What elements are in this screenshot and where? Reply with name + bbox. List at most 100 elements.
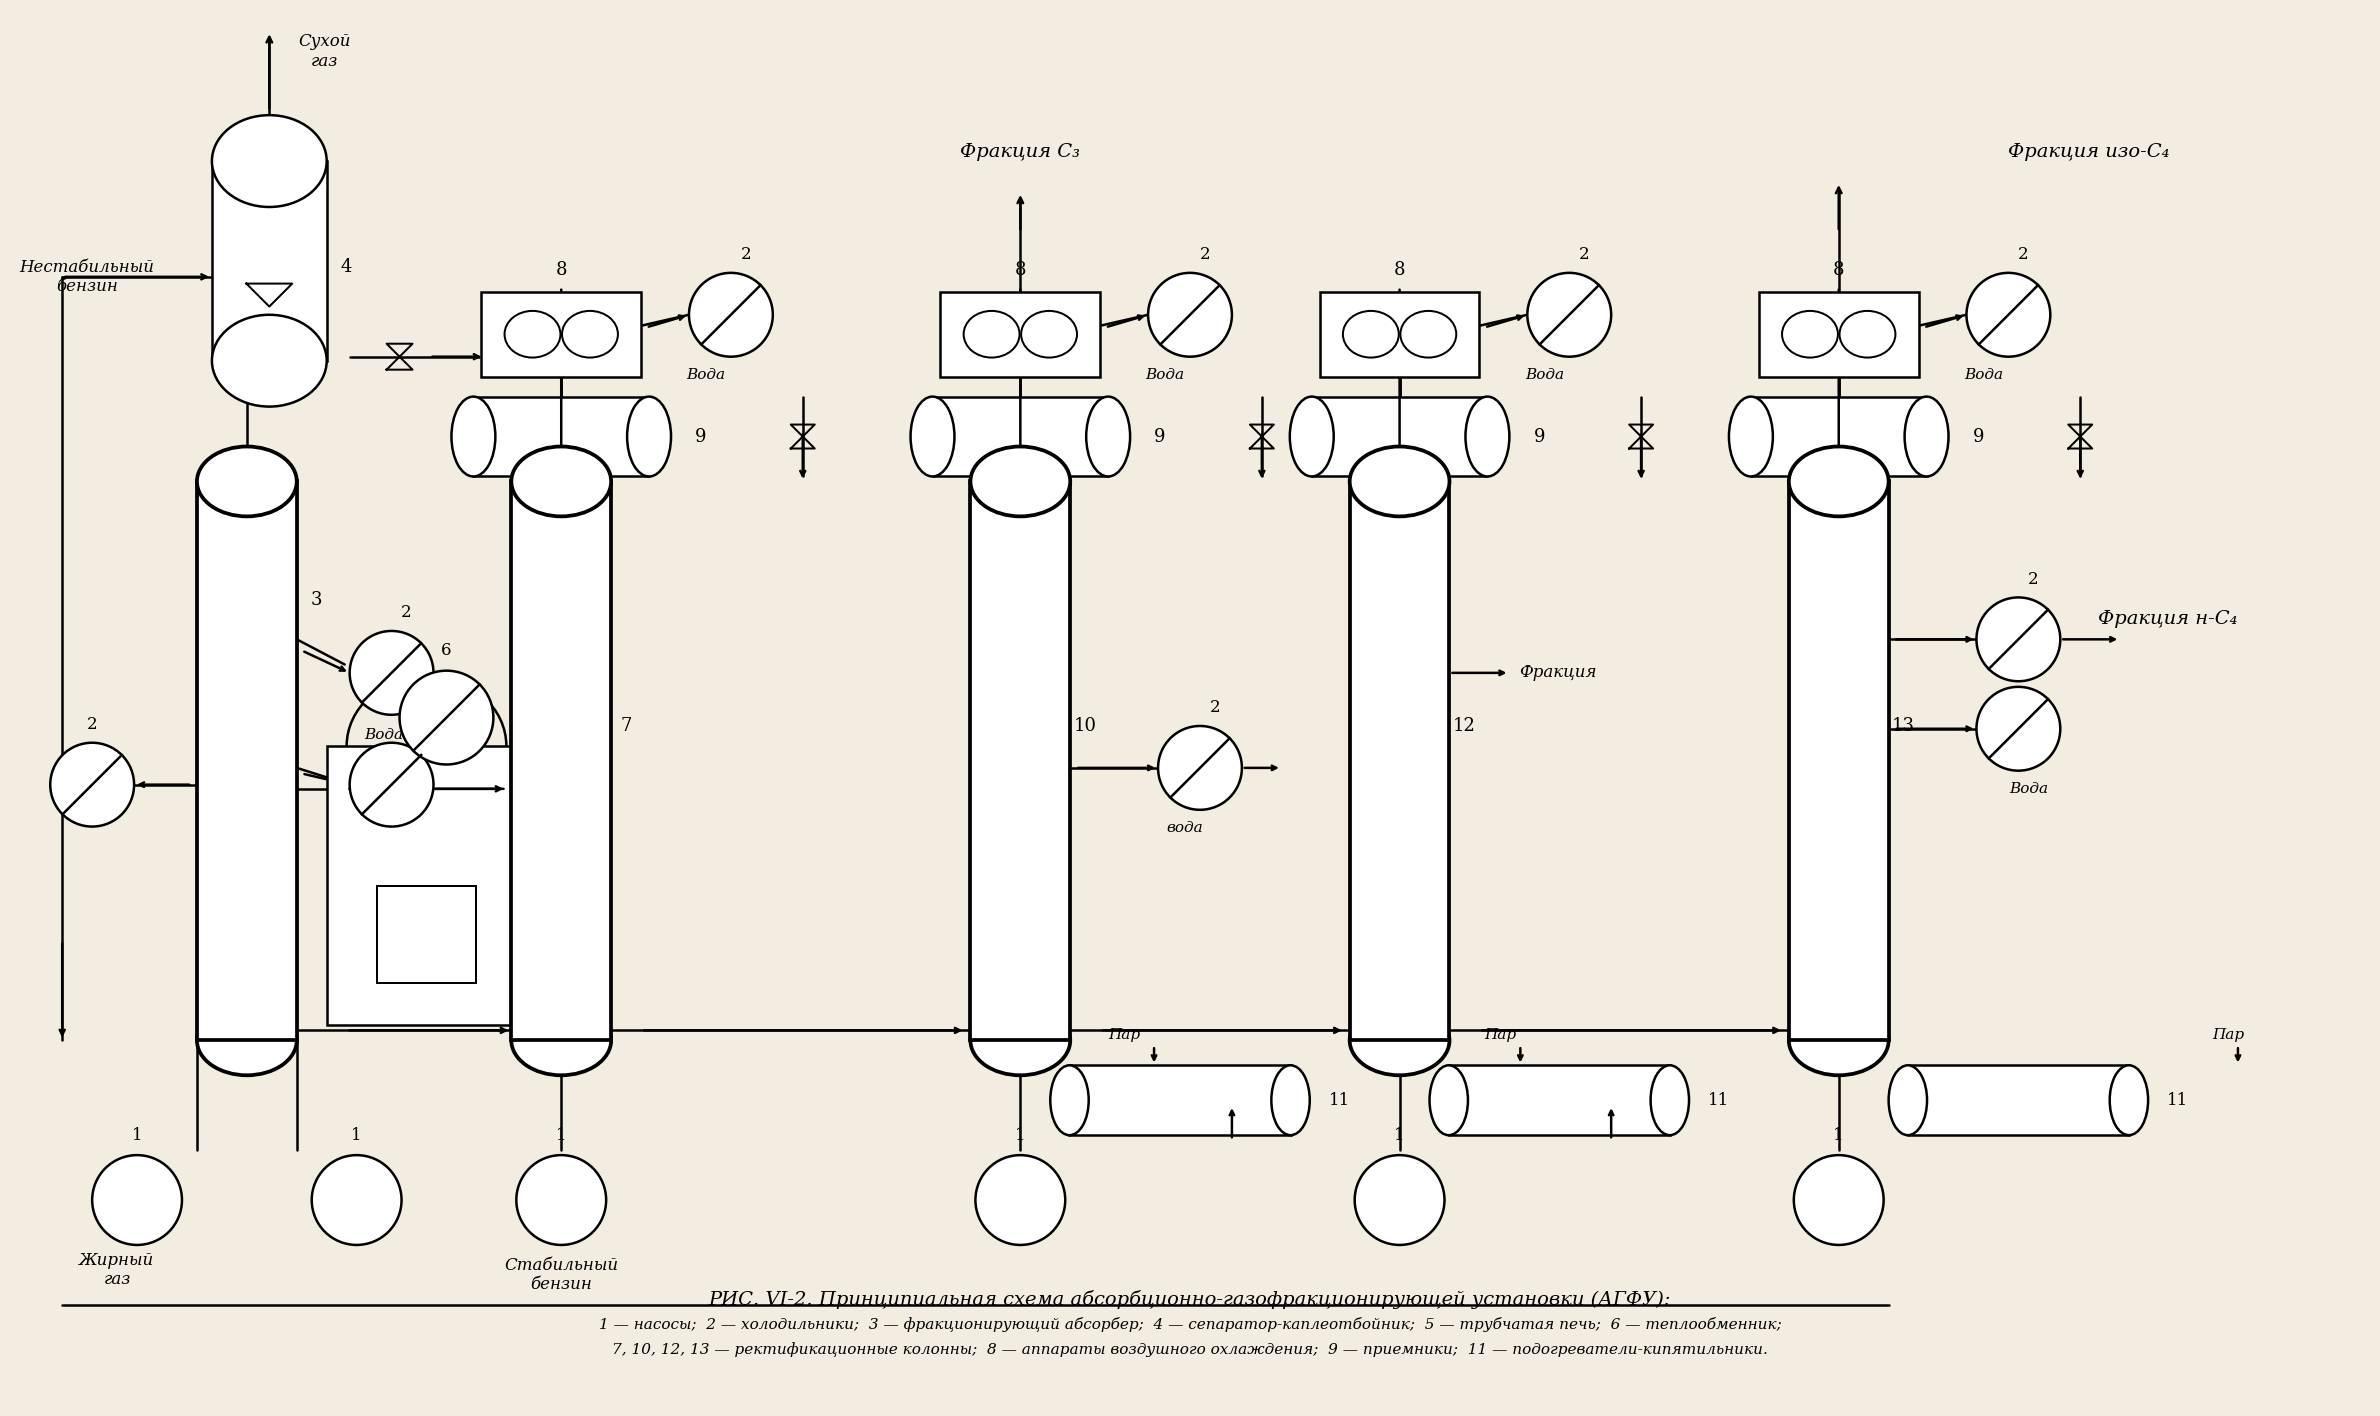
Text: 2: 2 xyxy=(402,605,412,622)
Bar xyxy=(512,481,612,1041)
Ellipse shape xyxy=(1466,396,1509,476)
Text: 11: 11 xyxy=(1709,1092,1730,1109)
Text: 3: 3 xyxy=(312,592,321,609)
Text: 1: 1 xyxy=(352,1127,362,1144)
Text: Фракция изо-C₄: Фракция изо-C₄ xyxy=(2009,143,2171,161)
Circle shape xyxy=(516,1155,607,1245)
Bar xyxy=(933,396,1109,476)
Text: вода: вода xyxy=(1166,821,1204,835)
Text: 8: 8 xyxy=(555,261,566,279)
Bar xyxy=(212,161,326,361)
Text: Фракция: Фракция xyxy=(1518,664,1597,681)
Text: Вода: Вода xyxy=(1526,368,1564,382)
Text: Вода: Вода xyxy=(1145,368,1185,382)
Text: Жирный
газ: Жирный газ xyxy=(79,1252,155,1289)
Circle shape xyxy=(1975,687,2061,770)
Bar xyxy=(940,292,1100,377)
Circle shape xyxy=(1528,273,1611,357)
Circle shape xyxy=(1147,273,1233,357)
Text: 11: 11 xyxy=(1328,1092,1349,1109)
Text: Стабильный
бензин: Стабильный бензин xyxy=(505,1256,619,1293)
Text: 10: 10 xyxy=(1073,716,1097,735)
Circle shape xyxy=(1354,1155,1445,1245)
Text: Конденсат: Конденсат xyxy=(500,333,600,350)
Ellipse shape xyxy=(1290,396,1333,476)
Ellipse shape xyxy=(512,1005,612,1075)
Ellipse shape xyxy=(452,396,495,476)
Bar xyxy=(326,746,526,1025)
Ellipse shape xyxy=(971,1005,1071,1075)
Ellipse shape xyxy=(1085,396,1130,476)
Bar xyxy=(1752,396,1925,476)
Text: Вода: Вода xyxy=(2009,782,2047,796)
Text: 13: 13 xyxy=(1892,716,1916,735)
Bar xyxy=(1909,1065,2128,1136)
Text: РИС. VI-2. Принципиальная схема абсорбционно-газофракционирующей установки (АГФУ: РИС. VI-2. Принципиальная схема абсорбци… xyxy=(709,1290,1671,1310)
Text: Пар: Пар xyxy=(1485,1028,1516,1042)
Bar xyxy=(1311,396,1488,476)
Text: 1: 1 xyxy=(1395,1127,1404,1144)
Ellipse shape xyxy=(1790,1005,1890,1075)
Text: 1: 1 xyxy=(557,1127,566,1144)
Text: 8: 8 xyxy=(1014,261,1026,279)
Circle shape xyxy=(350,632,433,715)
Text: 2: 2 xyxy=(1200,246,1211,263)
Bar xyxy=(1321,292,1480,377)
Text: Пар: Пар xyxy=(1109,1028,1140,1042)
Text: 9: 9 xyxy=(695,428,707,446)
Text: 7, 10, 12, 13 — ректификационные колонны;  8 — аппараты воздушного охлаждения;  : 7, 10, 12, 13 — ректификационные колонны… xyxy=(612,1342,1768,1357)
Bar xyxy=(376,885,476,984)
Text: 2: 2 xyxy=(2018,246,2028,263)
Text: 2: 2 xyxy=(1578,246,1590,263)
Ellipse shape xyxy=(512,446,612,517)
Text: 7: 7 xyxy=(621,716,631,735)
Ellipse shape xyxy=(2109,1065,2149,1136)
Circle shape xyxy=(688,273,774,357)
Ellipse shape xyxy=(912,396,954,476)
Text: Вода: Вода xyxy=(685,368,726,382)
Text: 9: 9 xyxy=(1973,428,1985,446)
Text: 9: 9 xyxy=(1154,428,1166,446)
Text: 2: 2 xyxy=(86,716,98,733)
Ellipse shape xyxy=(1904,396,1949,476)
Text: 2: 2 xyxy=(1209,700,1221,716)
Text: Вода.: Вода. xyxy=(364,728,409,742)
Text: 8: 8 xyxy=(1395,261,1404,279)
Circle shape xyxy=(93,1155,181,1245)
Ellipse shape xyxy=(1349,446,1449,517)
Ellipse shape xyxy=(1430,1065,1468,1136)
Circle shape xyxy=(1975,598,2061,681)
Bar xyxy=(474,396,650,476)
Text: 9: 9 xyxy=(1533,428,1545,446)
Bar xyxy=(1790,481,1890,1041)
Bar xyxy=(971,481,1071,1041)
Ellipse shape xyxy=(212,115,326,207)
Text: Вода: Вода xyxy=(1964,368,2004,382)
Text: 1 — насосы;  2 — холодильники;  3 — фракционирующий абсорбер;  4 — сепаратор-кап: 1 — насосы; 2 — холодильники; 3 — фракци… xyxy=(600,1317,1780,1332)
Bar xyxy=(1449,1065,1671,1136)
Text: 1: 1 xyxy=(131,1127,143,1144)
Text: 12: 12 xyxy=(1454,716,1476,735)
Text: 6: 6 xyxy=(440,643,452,660)
Circle shape xyxy=(312,1155,402,1245)
Text: 2: 2 xyxy=(740,246,752,263)
Ellipse shape xyxy=(1050,1065,1088,1136)
Ellipse shape xyxy=(212,314,326,406)
Text: 2: 2 xyxy=(2028,660,2040,677)
Bar xyxy=(481,292,640,377)
Ellipse shape xyxy=(1790,446,1890,517)
Ellipse shape xyxy=(1271,1065,1309,1136)
Text: 11: 11 xyxy=(2168,1092,2190,1109)
Circle shape xyxy=(1159,726,1242,810)
Circle shape xyxy=(1966,273,2049,357)
Text: Фракция н-C₄: Фракция н-C₄ xyxy=(2099,610,2237,629)
Bar xyxy=(198,481,298,1041)
Text: 8: 8 xyxy=(1833,261,1845,279)
Ellipse shape xyxy=(1728,396,1773,476)
Text: Нестабильный
бензин: Нестабильный бензин xyxy=(19,259,155,295)
Circle shape xyxy=(1795,1155,1883,1245)
Bar xyxy=(1759,292,1918,377)
Text: 2: 2 xyxy=(407,716,416,733)
Circle shape xyxy=(350,743,433,827)
Text: Пар: Пар xyxy=(2211,1028,2244,1042)
